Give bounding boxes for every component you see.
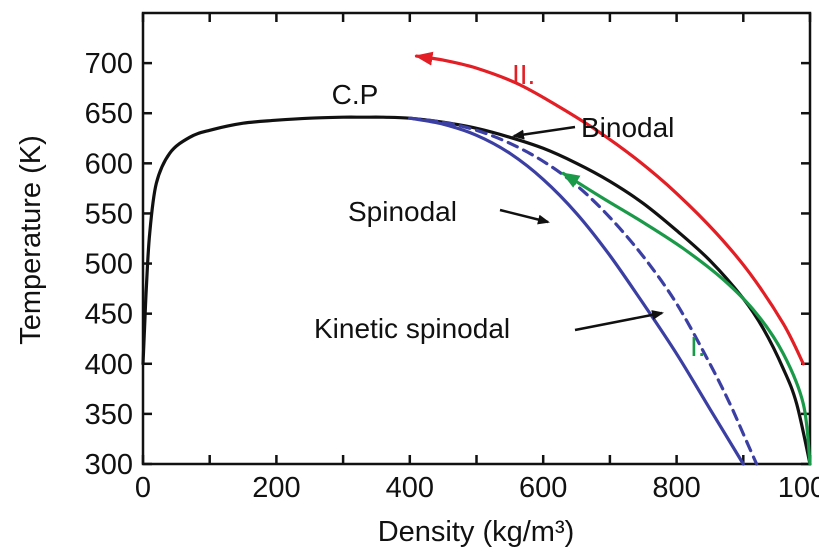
y-tick-label: 600 [85, 148, 133, 180]
x-tick-label: 200 [252, 472, 300, 504]
annotation-path-i: I. [690, 331, 706, 362]
x-tick-label: 800 [652, 472, 700, 504]
kinetic-spinodal-pointer-arrow [574, 310, 664, 332]
y-tick-label: 550 [85, 198, 133, 230]
y-tick-label: 450 [85, 299, 133, 331]
y-tick-label: 650 [85, 98, 133, 130]
spinodal-pointer-arrow [499, 208, 550, 225]
y-tick-label: 300 [85, 449, 133, 481]
y-axis-ticks: 300 350 400 450 500 550 600 650 700 [85, 48, 810, 481]
annotation-kinetic-spinodal: Kinetic spinodal [314, 313, 510, 344]
x-axis-title: Density (kg/m³) [378, 516, 575, 548]
process-arrow-ii [414, 51, 805, 366]
process-arrow-i [561, 171, 812, 466]
x-tick-label: 400 [386, 472, 434, 504]
y-tick-label: 350 [85, 399, 133, 431]
series-kinetic-spinodal-line [408, 116, 759, 466]
x-tick-label: 1000 [778, 472, 819, 504]
y-tick-label: 400 [85, 349, 133, 381]
y-axis-title: Temperature (K) [15, 135, 47, 345]
series-layer [141, 115, 812, 466]
y-tick-label: 500 [85, 249, 133, 281]
arrow-layer [414, 51, 812, 466]
y-tick-label: 700 [85, 48, 133, 80]
series-spinodal-line [408, 116, 745, 466]
annotation-binodal: Binodal [581, 112, 674, 143]
x-axis-ticks: 0 200 400 600 800 1000 [135, 13, 819, 504]
x-tick-label: 600 [519, 472, 567, 504]
binodal-pointer-arrow [512, 125, 576, 140]
annotation-cp: C.P [332, 79, 379, 110]
annotation-path-ii: II. [512, 59, 535, 90]
x-tick-label: 0 [135, 472, 151, 504]
plot-area-frame [141, 11, 812, 466]
annotation-spinodal: Spinodal [348, 196, 457, 227]
